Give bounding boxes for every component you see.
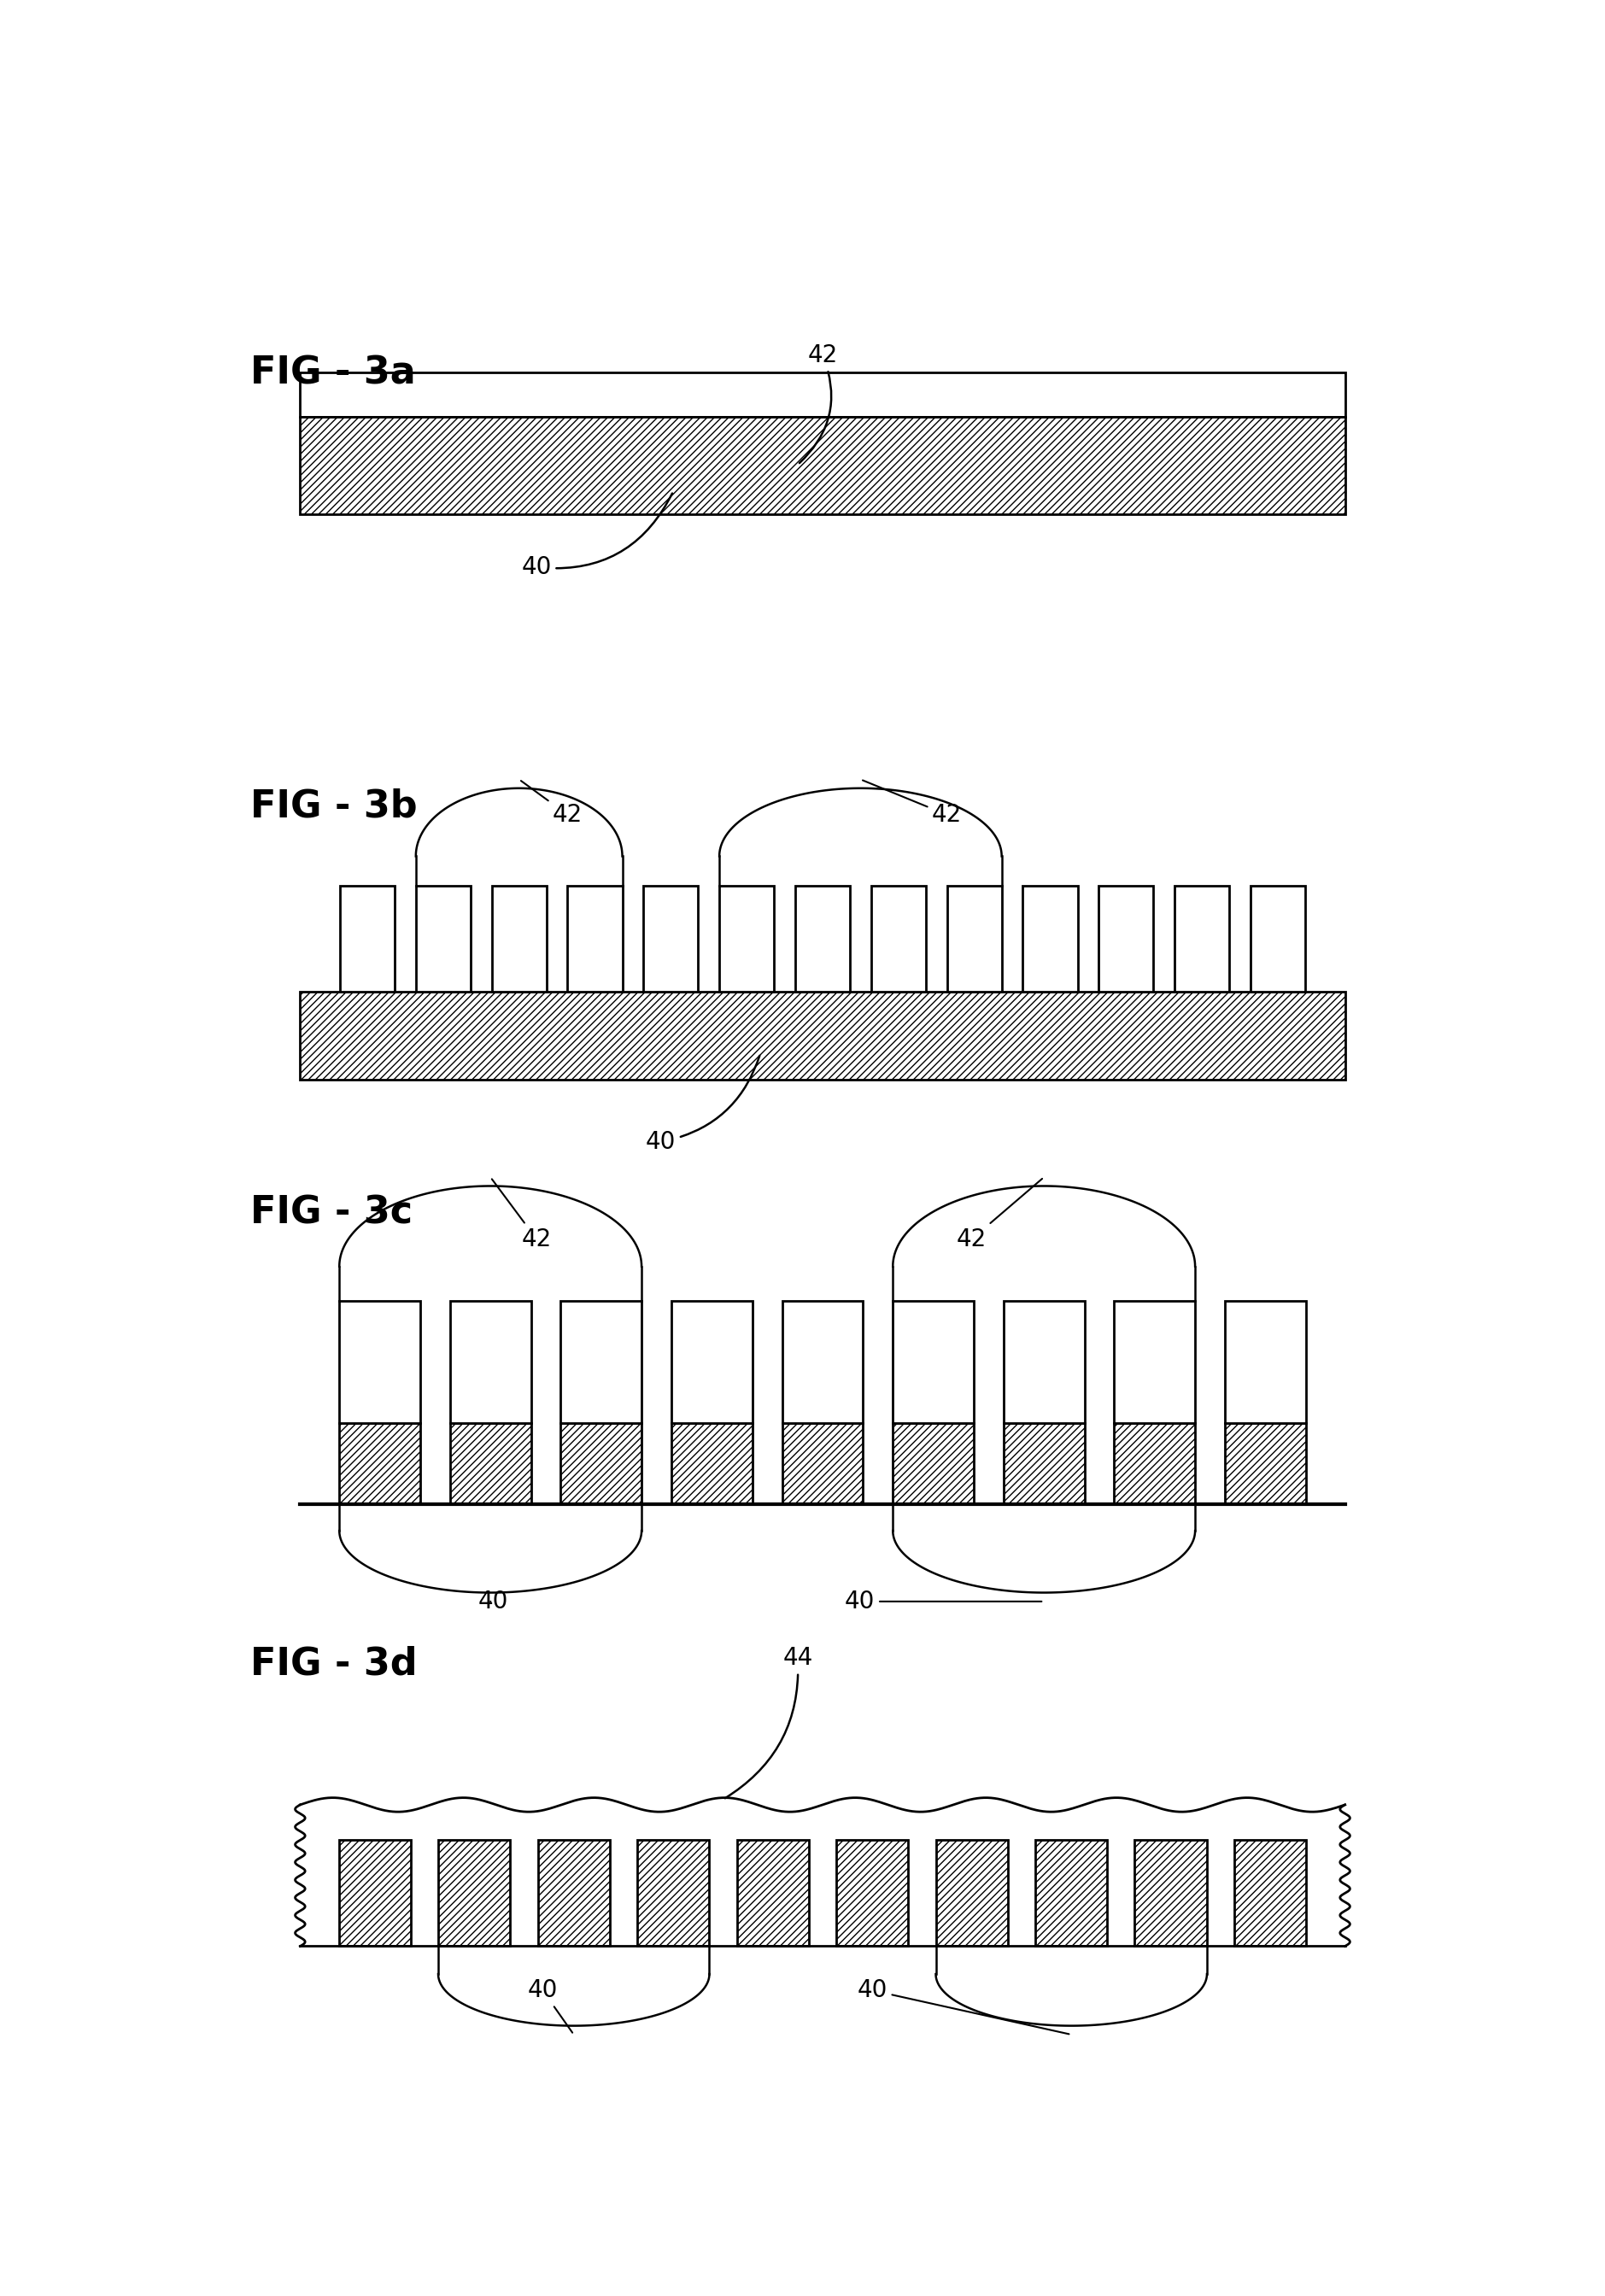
Bar: [1234, 1839, 1306, 1947]
Bar: [416, 886, 470, 992]
Text: 44: 44: [725, 1646, 812, 1798]
Text: 40: 40: [528, 1979, 573, 2032]
Bar: [1003, 1302, 1085, 1424]
Bar: [1022, 886, 1077, 992]
Bar: [782, 1424, 863, 1504]
Bar: [1135, 1839, 1207, 1947]
Text: 42: 42: [522, 781, 583, 827]
Text: 40: 40: [645, 1056, 759, 1155]
Bar: [782, 1302, 863, 1424]
Bar: [300, 992, 1345, 1079]
Bar: [538, 1839, 610, 1947]
Bar: [1175, 886, 1229, 992]
Bar: [300, 1805, 1345, 1947]
Text: 40: 40: [844, 1589, 1042, 1614]
Bar: [300, 372, 1345, 418]
Bar: [339, 1424, 421, 1504]
Text: 42: 42: [863, 781, 961, 827]
Bar: [836, 1839, 908, 1947]
Text: 40: 40: [522, 494, 672, 579]
Bar: [339, 1302, 421, 1424]
Bar: [491, 886, 546, 992]
Bar: [1114, 1424, 1196, 1504]
Text: FIG - 3b: FIG - 3b: [250, 788, 417, 824]
Bar: [671, 1424, 753, 1504]
Bar: [568, 886, 623, 992]
Bar: [892, 1424, 974, 1504]
Bar: [1003, 1424, 1085, 1504]
Bar: [644, 886, 698, 992]
Bar: [300, 418, 1345, 514]
Bar: [671, 1302, 753, 1424]
Bar: [936, 1839, 1008, 1947]
Text: FIG - 3a: FIG - 3a: [250, 356, 416, 393]
Text: 42: 42: [957, 1178, 1042, 1251]
Bar: [1225, 1302, 1306, 1424]
Bar: [1114, 1302, 1196, 1424]
Bar: [560, 1424, 642, 1504]
Bar: [438, 1839, 510, 1947]
Bar: [449, 1302, 531, 1424]
Bar: [892, 1302, 974, 1424]
Bar: [340, 886, 395, 992]
Bar: [872, 886, 926, 992]
Text: 42: 42: [799, 342, 838, 464]
Text: 42: 42: [491, 1180, 552, 1251]
Bar: [449, 1424, 531, 1504]
Bar: [1099, 886, 1154, 992]
Bar: [339, 1839, 411, 1947]
Bar: [560, 1302, 642, 1424]
Bar: [1225, 1424, 1306, 1504]
Text: FIG - 3c: FIG - 3c: [250, 1194, 412, 1231]
Bar: [1035, 1839, 1107, 1947]
Text: 40: 40: [857, 1979, 1069, 2034]
Bar: [794, 886, 851, 992]
Bar: [737, 1839, 809, 1947]
Bar: [947, 886, 1002, 992]
Text: 40: 40: [478, 1589, 509, 1614]
Bar: [1250, 886, 1305, 992]
Text: FIG - 3d: FIG - 3d: [250, 1646, 417, 1683]
Bar: [719, 886, 774, 992]
Bar: [637, 1839, 709, 1947]
